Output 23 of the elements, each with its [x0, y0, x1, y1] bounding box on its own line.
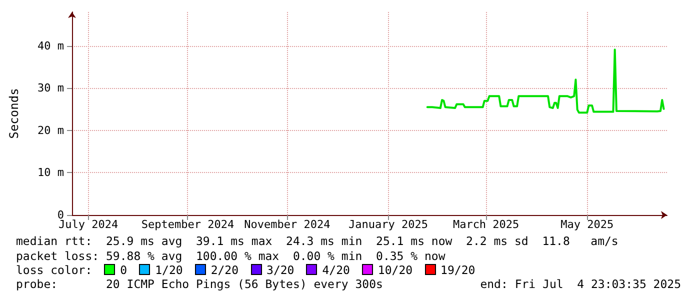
text: 10/20	[378, 263, 413, 277]
y-tick-label: 40 m	[38, 39, 64, 52]
x-tick-label: May 2025	[560, 218, 614, 231]
text: probe: 20 ICMP Echo Pings (56 Bytes) every 300s	[16, 277, 383, 291]
text: 19/20	[440, 263, 476, 277]
x-tick-label: March 2025	[452, 218, 520, 231]
x-tick-label: January 2025	[348, 218, 428, 231]
text: loss color:	[16, 263, 92, 277]
text: 1/20	[155, 263, 183, 277]
x-tick-label: November 2024	[244, 218, 331, 231]
line-series	[426, 48, 665, 114]
text: median rtt: 25.9 ms avg 39.1 ms max 24.3 ms min 25.1 ms now 2.2 ms sd 11.8 am/s	[16, 234, 618, 248]
text: packet loss: 59.88 % avg 100.00 % max 0.00 % min 0.35 % now	[16, 249, 446, 263]
text: end: Fri Jul 4 23:03:35 2025	[480, 277, 681, 291]
text: 3/20	[266, 263, 294, 277]
text: 0	[120, 263, 128, 277]
y-tick-label: 10 m	[38, 166, 64, 180]
text: 2/20	[210, 263, 239, 277]
y-tick-label: 20 m	[38, 124, 64, 137]
text: 4/20	[322, 263, 350, 277]
y-tick-label: 30 m	[38, 82, 64, 95]
x-tick-label: September 2024	[141, 218, 234, 231]
y-axis-title: Seconds	[7, 88, 21, 139]
